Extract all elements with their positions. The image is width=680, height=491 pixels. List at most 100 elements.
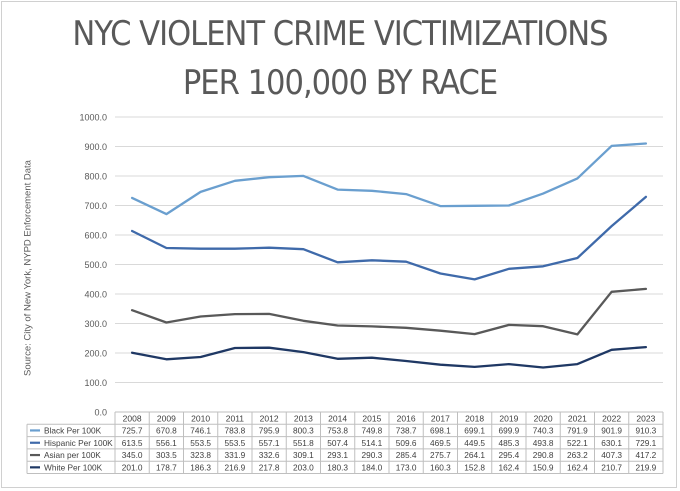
- data-label: 698.1: [430, 426, 451, 436]
- y-tick-label: 0.0: [94, 408, 107, 418]
- chart-title-line1: NYC VIOLENT CRIME VICTIMIZATIONS: [72, 14, 608, 54]
- data-label: 290.3: [361, 450, 382, 460]
- data-label: 210.7: [601, 463, 622, 473]
- x-tick-label: 2014: [328, 413, 347, 423]
- data-label: 783.8: [224, 426, 245, 436]
- data-label: 264.1: [464, 450, 485, 460]
- data-label: 699.9: [498, 426, 519, 436]
- y-tick-label: 500.0: [84, 260, 107, 270]
- data-label: 162.4: [567, 463, 588, 473]
- data-label: 485.3: [498, 438, 519, 448]
- data-label: 613.5: [122, 438, 143, 448]
- data-label: 493.8: [533, 438, 554, 448]
- series-line: [130, 142, 648, 216]
- x-tick-label: 2020: [534, 413, 553, 423]
- data-label: 557.1: [259, 438, 280, 448]
- y-tick-label: 1000.0: [79, 113, 107, 123]
- data-label: 303.5: [156, 450, 177, 460]
- data-label: 173.0: [396, 463, 417, 473]
- x-tick-label: 2011: [226, 413, 245, 423]
- y-tick-label: 800.0: [84, 172, 107, 182]
- data-label: 203.0: [293, 463, 314, 473]
- y-tick-label: 100.0: [84, 378, 107, 388]
- x-tick-label: 2019: [499, 413, 518, 423]
- y-tick-label: 400.0: [84, 290, 107, 300]
- legend-label: White Per 100K: [44, 463, 103, 473]
- data-label: 670.8: [156, 426, 177, 436]
- y-tick-label: 700.0: [84, 201, 107, 211]
- data-label: 551.8: [293, 438, 314, 448]
- data-label: 749.8: [361, 426, 382, 436]
- data-label: 309.1: [293, 450, 314, 460]
- data-label: 263.2: [567, 450, 588, 460]
- x-tick-label: 2015: [362, 413, 381, 423]
- series-line: [130, 195, 648, 281]
- data-label: 699.1: [464, 426, 485, 436]
- x-tick-label: 2013: [294, 413, 313, 423]
- legend-label: Asian per 100K: [44, 450, 101, 460]
- data-label: 180.3: [327, 463, 348, 473]
- data-label: 509.6: [396, 438, 417, 448]
- y-tick-label: 300.0: [84, 319, 107, 329]
- x-tick-label: 2018: [465, 413, 484, 423]
- data-label: 553.5: [224, 438, 245, 448]
- data-label: 331.9: [224, 450, 245, 460]
- data-label: 150.9: [533, 463, 554, 473]
- y-tick-label: 200.0: [84, 349, 107, 359]
- data-label: 323.8: [190, 450, 211, 460]
- x-tick-label: 2016: [397, 413, 416, 423]
- data-label: 184.0: [361, 463, 382, 473]
- data-label: 345.0: [122, 450, 143, 460]
- data-label: 556.1: [156, 438, 177, 448]
- data-label: 417.2: [635, 450, 656, 460]
- data-label: 738.7: [396, 426, 417, 436]
- x-tick-label: 2017: [431, 413, 450, 423]
- data-label: 507.4: [327, 438, 348, 448]
- series-line: [130, 287, 648, 336]
- data-label: 800.3: [293, 426, 314, 436]
- x-tick-label: 2009: [157, 413, 176, 423]
- data-label: 160.3: [430, 463, 451, 473]
- data-label: 729.1: [635, 438, 656, 448]
- data-label: 630.1: [601, 438, 622, 448]
- data-label: 795.9: [259, 426, 280, 436]
- data-label: 275.7: [430, 450, 451, 460]
- x-tick-label: 2008: [123, 413, 142, 423]
- series-line: [130, 345, 648, 369]
- data-label: 295.4: [498, 450, 519, 460]
- y-tick-label: 900.0: [84, 142, 107, 152]
- data-label: 407.3: [601, 450, 622, 460]
- data-label: 290.8: [533, 450, 554, 460]
- data-label: 910.3: [635, 426, 656, 436]
- data-label: 216.9: [224, 463, 245, 473]
- data-label: 725.7: [122, 426, 143, 436]
- data-label: 285.4: [396, 450, 417, 460]
- data-label: 293.1: [327, 450, 348, 460]
- x-tick-label: 2012: [260, 413, 279, 423]
- data-label: 449.5: [464, 438, 485, 448]
- x-tick-label: 2023: [636, 413, 655, 423]
- data-label: 217.8: [259, 463, 280, 473]
- y-tick-label: 600.0: [84, 231, 107, 241]
- data-label: 201.0: [122, 463, 143, 473]
- data-label: 522.1: [567, 438, 588, 448]
- legend-label: Hispanic Per 100K: [44, 438, 113, 448]
- data-label: 791.9: [567, 426, 588, 436]
- data-label: 152.8: [464, 463, 485, 473]
- data-label: 219.9: [635, 463, 656, 473]
- data-label: 178.7: [156, 463, 177, 473]
- x-tick-label: 2021: [568, 413, 587, 423]
- data-label: 469.5: [430, 438, 451, 448]
- data-label: 553.5: [190, 438, 211, 448]
- data-label: 162.4: [498, 463, 519, 473]
- data-label: 740.3: [533, 426, 554, 436]
- data-label: 332.6: [259, 450, 280, 460]
- x-tick-label: 2010: [191, 413, 210, 423]
- data-label: 901.9: [601, 426, 622, 436]
- x-tick-label: 2022: [602, 413, 621, 423]
- legend-label: Black Per 100K: [44, 426, 102, 436]
- data-label: 186.3: [190, 463, 211, 473]
- data-label: 746.1: [190, 426, 211, 436]
